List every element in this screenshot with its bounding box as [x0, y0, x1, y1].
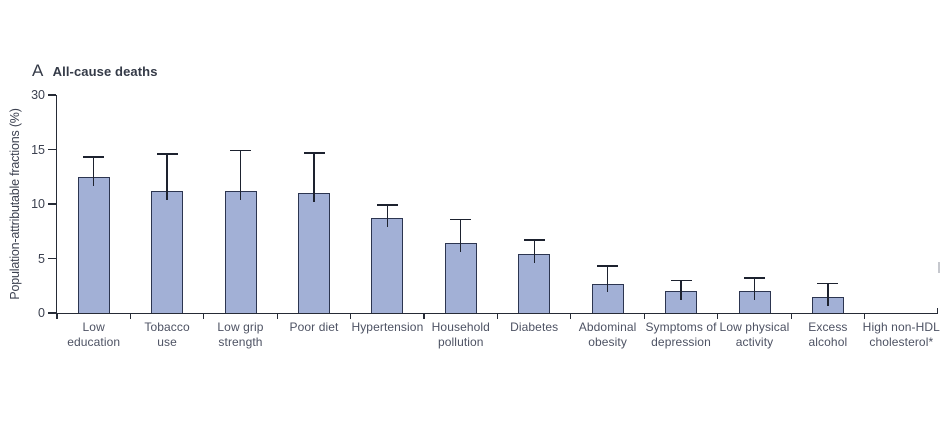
- x-boundary-tick: [423, 314, 425, 319]
- error-bar-cap: [156, 153, 178, 155]
- x-boundary-tick: [276, 314, 278, 319]
- y-tick-label: 0: [38, 306, 45, 320]
- y-tick-label: 30: [31, 88, 45, 102]
- error-bar-cap: [597, 265, 619, 267]
- error-bar-cap: [303, 152, 325, 154]
- bar: [298, 193, 330, 313]
- x-boundary-tick: [570, 314, 572, 319]
- error-bar-cap: [230, 149, 251, 152]
- right-edge-mark: [938, 262, 940, 273]
- error-bar-line: [93, 157, 95, 186]
- category-label: Low education: [67, 320, 121, 349]
- error-bar-cap: [450, 218, 472, 221]
- error-bar-line: [533, 240, 535, 264]
- x-boundary-tick: [643, 314, 645, 319]
- error-bar-line: [166, 153, 168, 200]
- x-boundary-tick: [203, 314, 205, 319]
- bar: [77, 176, 110, 313]
- bar: [444, 243, 477, 313]
- bar: [224, 190, 257, 313]
- category-label: Abdominal obesity: [578, 320, 637, 349]
- error-bar-line: [386, 205, 389, 228]
- error-bar-cap: [670, 279, 692, 282]
- panel-letter: A: [32, 61, 44, 80]
- category-label: Tobacco use: [144, 320, 190, 349]
- category-label: Diabetes: [510, 320, 559, 334]
- panel-title-text: All-cause deaths: [52, 64, 158, 79]
- category-label: High non-HDL cholesterol*: [862, 320, 940, 349]
- category-label: Excess alcohol: [808, 320, 848, 349]
- category-label: Low physical activity: [719, 320, 790, 349]
- category-label: Symptoms of depression: [645, 320, 717, 349]
- error-bar-line: [680, 280, 682, 301]
- x-boundary-tick: [129, 314, 131, 319]
- x-axis-end-tick: [936, 308, 938, 313]
- error-bar-line: [313, 152, 315, 203]
- error-bar-line: [460, 219, 462, 253]
- error-bar-cap: [376, 204, 398, 206]
- error-bar-line: [827, 283, 829, 306]
- y-tick-mark: [48, 312, 56, 314]
- error-bar-cap: [523, 239, 545, 241]
- y-tick-mark: [48, 203, 56, 205]
- bar: [151, 190, 184, 313]
- y-tick-label: 15: [31, 142, 45, 157]
- category-label: Hypertension: [351, 320, 424, 334]
- y-tick-mark: [48, 94, 56, 96]
- error-bar-cap: [83, 156, 105, 158]
- x-boundary-tick: [790, 314, 792, 319]
- y-tick-label: 5: [38, 251, 45, 266]
- x-boundary-tick: [56, 314, 58, 319]
- category-label: Low grip strength: [217, 320, 264, 349]
- error-bar-line: [239, 150, 242, 200]
- bar: [371, 218, 404, 313]
- error-bar-cap: [817, 282, 839, 285]
- error-bar-cap: [744, 277, 765, 279]
- x-boundary-tick: [350, 314, 352, 319]
- panel-title: A All-cause deaths: [32, 61, 158, 81]
- category-label: Poor diet: [289, 320, 339, 334]
- x-boundary-tick: [863, 314, 866, 319]
- error-bar-line: [606, 266, 609, 293]
- category-label: Household pollution: [431, 320, 490, 349]
- y-tick-mark: [48, 148, 56, 151]
- y-tick-mark: [48, 257, 56, 260]
- x-boundary-tick: [496, 314, 499, 319]
- x-boundary-tick: [717, 314, 719, 319]
- y-tick-label: 10: [31, 197, 45, 211]
- error-bar-line: [753, 278, 756, 301]
